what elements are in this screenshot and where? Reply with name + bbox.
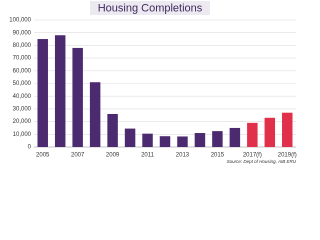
y-tick-label: 80,000 — [13, 43, 32, 49]
bar — [282, 112, 293, 147]
bar — [212, 131, 223, 147]
y-tick-label: 70,000 — [13, 56, 32, 62]
chart-title: Housing Completions — [98, 2, 203, 14]
bar — [194, 133, 206, 147]
y-tick-label: 50,000 — [13, 81, 32, 87]
source-note: Source: Dept of Housing, AIB ERU — [227, 159, 297, 164]
bar — [177, 136, 188, 147]
x-tick-label: 2013 — [176, 153, 190, 159]
bar — [159, 136, 171, 147]
x-tick-label: 2007 — [71, 153, 85, 159]
y-tick-label: 20,000 — [13, 119, 32, 125]
title-banner — [90, 1, 210, 15]
y-tick-label: 90,000 — [13, 30, 32, 36]
y-tick-label: 0 — [28, 145, 32, 151]
chart: Housing Completions Source: Dept of Hous… — [9, 1, 297, 165]
x-tick-label: 2011 — [141, 153, 155, 159]
x-tick-label: 2019(f) — [278, 153, 297, 159]
y-tick-label: 10,000 — [13, 132, 32, 138]
bar — [142, 133, 153, 147]
y-tick-label: 30,000 — [13, 106, 32, 112]
y-tick-label: 40,000 — [13, 94, 32, 100]
x-tick-label: 2017(f) — [243, 153, 262, 159]
bar — [89, 82, 101, 147]
x-tick-label: 2009 — [106, 153, 120, 159]
bar — [124, 128, 136, 147]
bar — [107, 113, 118, 147]
bar — [229, 127, 241, 147]
y-tick-label: 60,000 — [13, 68, 32, 74]
bar — [54, 35, 66, 147]
x-tick-label: 2005 — [36, 153, 50, 159]
bar — [37, 39, 48, 147]
x-tick-label: 2015 — [211, 153, 225, 159]
y-tick-label: 100,000 — [9, 18, 31, 24]
bar — [247, 122, 258, 147]
bar — [72, 47, 83, 147]
bar — [264, 117, 276, 147]
